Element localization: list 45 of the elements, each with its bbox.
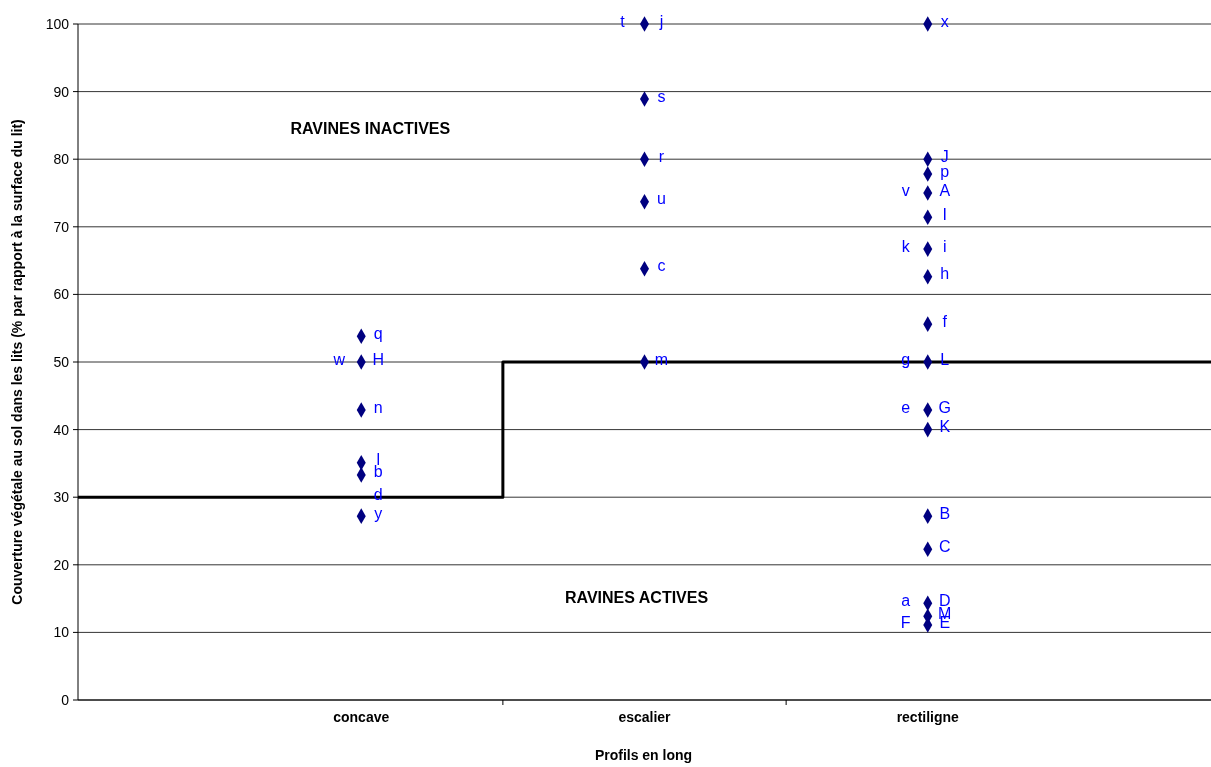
y-tick-label: 90 <box>53 83 70 100</box>
annotation: x <box>940 12 949 30</box>
annotation: G <box>938 398 951 416</box>
annotation: F <box>900 613 911 631</box>
annotation: H <box>372 350 385 368</box>
annotation: s <box>657 87 666 105</box>
x-axis-title: Profils en long <box>594 747 693 763</box>
annotation: A <box>939 181 951 199</box>
annotation: f <box>942 312 948 330</box>
annotation: r <box>658 147 665 165</box>
x-tick-label: escalier <box>618 709 672 725</box>
annotation: n <box>373 398 383 416</box>
annotation: p <box>940 162 950 180</box>
y-tick-label: 10 <box>53 624 70 641</box>
annotation: C <box>938 537 951 555</box>
annotation: v <box>901 181 910 199</box>
x-tick-label: concave <box>333 709 390 725</box>
annotation: RAVINES INACTIVES <box>290 119 451 137</box>
annotation: B <box>939 504 951 522</box>
x-tick-label: rectiligne <box>896 709 960 725</box>
annotation: t <box>620 12 626 30</box>
annotation: u <box>657 190 666 208</box>
y-tick-label: 20 <box>53 556 70 573</box>
annotation: w <box>332 350 346 368</box>
annotation: J <box>940 147 949 165</box>
y-axis-title: Couverture végétale au sol dans les lits (% par rapport à la surface du lit) <box>9 119 25 605</box>
y-tick-label: 30 <box>53 489 70 506</box>
y-tick-label: 80 <box>53 151 70 168</box>
y-tick-label: 40 <box>53 421 70 438</box>
y-tick-label: 50 <box>53 353 70 370</box>
annotation: j <box>658 12 664 30</box>
annotation: k <box>901 237 911 255</box>
y-tick-label: 60 <box>53 286 70 303</box>
annotation: y <box>374 504 383 522</box>
annotation: e <box>901 398 911 416</box>
y-tick-label: 100 <box>45 15 70 32</box>
annotation: I <box>942 205 947 223</box>
annotation: i <box>942 237 947 255</box>
y-tick-label: 0 <box>61 691 70 708</box>
annotation: h <box>940 265 950 283</box>
annotation: q <box>373 324 383 342</box>
y-tick-label: 70 <box>53 218 70 235</box>
annotation: c <box>657 257 666 275</box>
annotation: RAVINES ACTIVES <box>565 588 709 606</box>
annotation: a <box>901 591 911 609</box>
